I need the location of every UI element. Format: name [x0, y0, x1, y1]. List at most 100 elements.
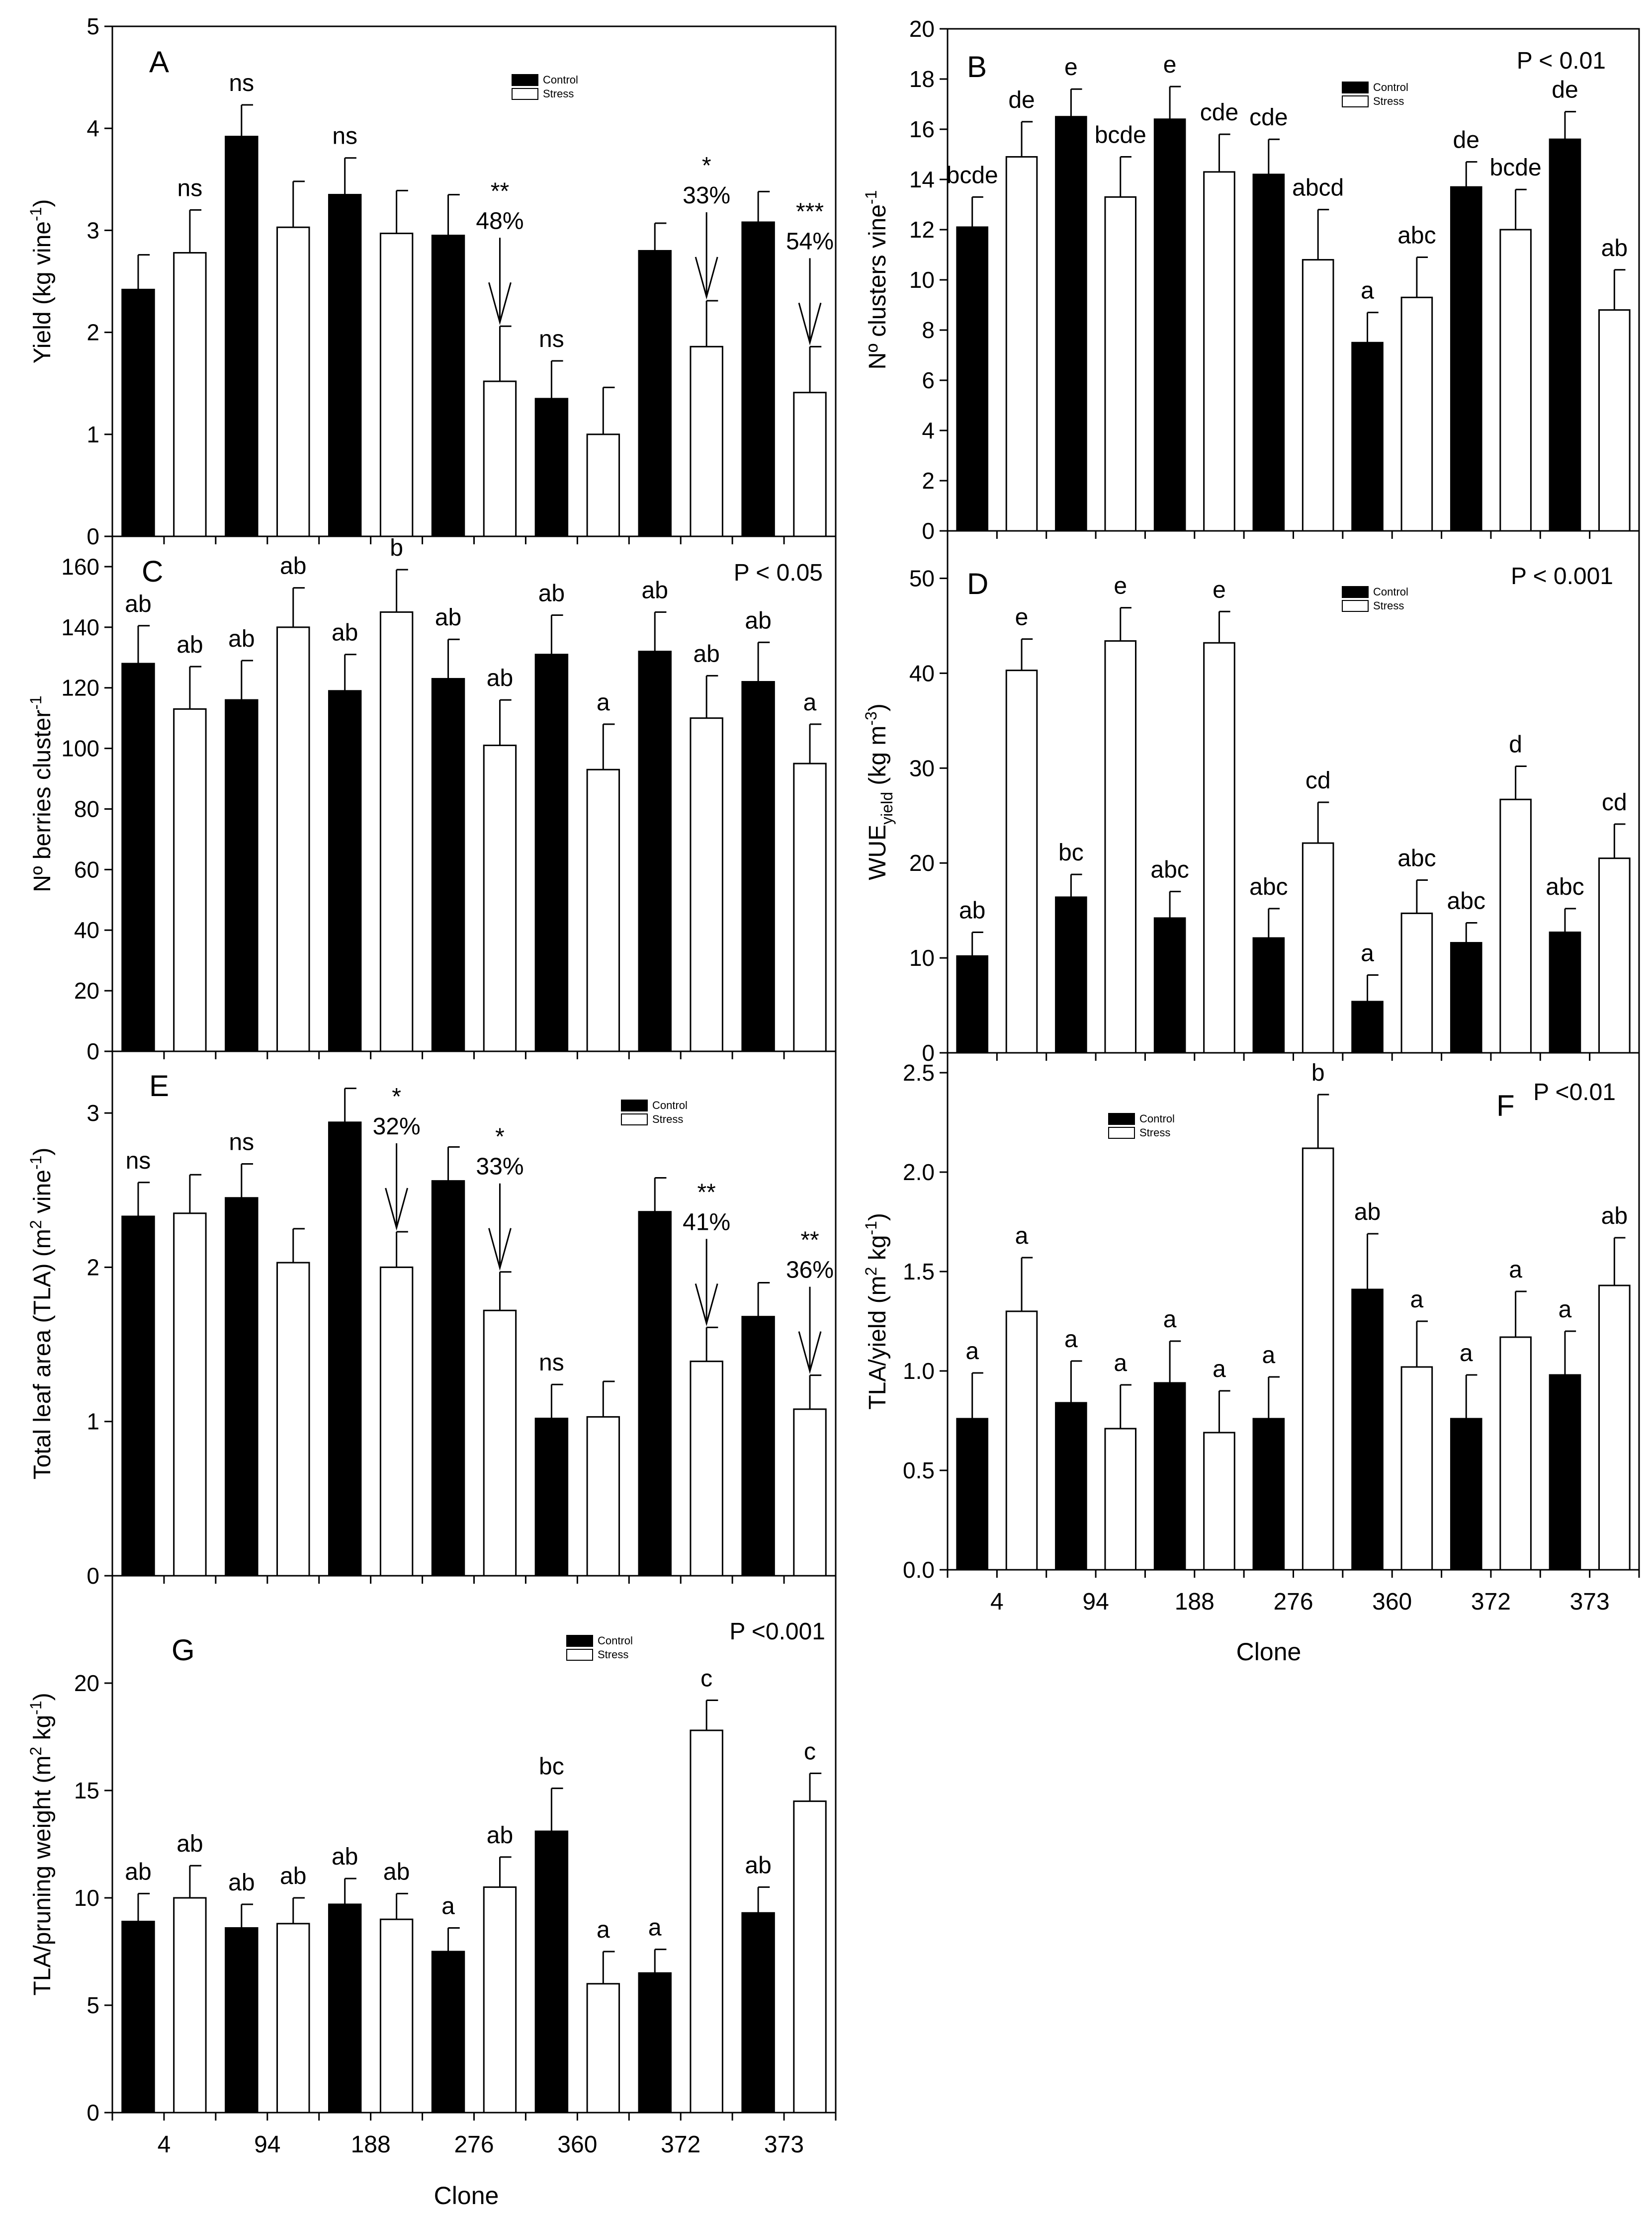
control-bar [1450, 186, 1482, 532]
x-tick-label: 276 [454, 2131, 494, 2158]
stress-bar [586, 768, 620, 1052]
control-bar [1549, 138, 1581, 532]
stress-bar [586, 1416, 620, 1577]
legend-swatch-control [1342, 586, 1369, 598]
stress-bar [379, 1266, 414, 1577]
y-axis-label: Nº berries cluster-1 [27, 695, 56, 892]
y-tick-label: 0 [922, 1040, 935, 1066]
control-bar [1153, 917, 1186, 1054]
stress-bar [586, 433, 620, 537]
stress-bar [483, 744, 517, 1052]
control-bar [121, 663, 155, 1052]
significance-label: ab [176, 1831, 203, 1857]
panel-c: 0 20 40 60 80 100 120 140 160 Nº berries cluster-… [27, 535, 837, 1064]
y-tick-label: 3 [87, 1100, 99, 1126]
control-bar [1055, 1402, 1087, 1571]
significance-label: a [1262, 1342, 1275, 1368]
x-tick-label: 372 [1471, 1589, 1511, 1615]
stress-bar [1203, 1432, 1235, 1571]
significance-label: a [1509, 1257, 1522, 1283]
reduction-arrow-head [385, 1188, 409, 1231]
x-axis-title-right: Clone [1236, 1638, 1302, 1666]
significance-label: ab [280, 553, 306, 580]
control-bar [1351, 1001, 1384, 1054]
p-value-label: P < 0.01 [1517, 48, 1606, 74]
control-bar [1252, 1418, 1285, 1571]
p-value-label: P <0.01 [1533, 1079, 1616, 1106]
x-tick-label: 360 [557, 2131, 597, 2158]
significance-label: e [1064, 54, 1078, 81]
significance-label: a [597, 689, 610, 716]
panel-letter: F [1496, 1089, 1515, 1122]
stress-bar [1302, 259, 1334, 532]
reduction-arrow-head [695, 256, 718, 300]
y-tick-label: 80 [74, 796, 99, 822]
significance-label: de [1552, 77, 1578, 103]
y-tick-label: 20 [74, 978, 99, 1004]
stress-bar [483, 380, 517, 537]
y-tick-label: 0.0 [903, 1557, 935, 1583]
y-tick-label: 0 [87, 2100, 99, 2126]
significance-label: ab [693, 641, 719, 667]
control-bar [225, 1927, 259, 2114]
legend-label-control: Control [652, 1099, 688, 1111]
y-tick-label: 3 [87, 217, 99, 243]
y-tick-label: 40 [909, 660, 935, 686]
significance-label: ns [332, 123, 357, 150]
significance-label: e [1015, 604, 1029, 631]
stress-bar [483, 1309, 517, 1577]
significance-label: ab [642, 577, 668, 603]
significance-label: c [804, 1738, 816, 1765]
reduction-label: 32% [373, 1113, 421, 1140]
control-bar [121, 1215, 155, 1577]
stress-bar [690, 1361, 723, 1577]
stress-bar [793, 1800, 827, 2114]
reduction-label: 48% [476, 208, 523, 234]
control-bar [431, 1180, 465, 1577]
stress-bar [1499, 229, 1532, 532]
reduction-arrow-head [695, 1283, 718, 1327]
stress-bar [1104, 1428, 1137, 1571]
control-bar [638, 1211, 672, 1577]
control-bar [638, 250, 672, 537]
legend-swatch-control [621, 1100, 648, 1111]
significance-label: b [1311, 1060, 1325, 1086]
significance-label: cd [1602, 789, 1627, 816]
y-tick-label: 8 [922, 317, 935, 343]
legend-label-stress: Stress [652, 1113, 683, 1125]
y-tick-label: 0 [87, 523, 99, 549]
significance-label: ab [745, 607, 771, 634]
significance-label: ab [745, 1852, 771, 1878]
y-axis-label: TLA/yield (m2 kg-1) [862, 1213, 891, 1410]
stress-bar [1400, 912, 1433, 1054]
control-bar [1351, 341, 1384, 532]
control-bar [225, 136, 259, 537]
significance-label: ab [487, 1822, 513, 1849]
y-axis-label: Total leaf area (TLA) (m2 vine-1) [27, 1148, 56, 1480]
significance-label: ns [126, 1148, 151, 1174]
control-bar [1549, 1374, 1581, 1571]
significance-label: a [1213, 1356, 1226, 1382]
stress-bar [1005, 670, 1038, 1054]
y-tick-label: 1.5 [903, 1259, 935, 1284]
stress-bar [793, 763, 827, 1052]
significance-label: abc [1546, 874, 1584, 900]
control-bar [431, 1951, 465, 2114]
stress-bar [586, 1983, 620, 2114]
y-tick-label: 120 [61, 675, 99, 701]
significance-label: bcde [947, 162, 998, 188]
control-bar [741, 221, 775, 537]
stress-bar [1598, 857, 1631, 1054]
panel-letter: D [967, 567, 988, 600]
significance-label: abc [1397, 223, 1436, 249]
significance-label: ab [280, 1863, 306, 1889]
stress-bar [793, 392, 827, 537]
control-bar [1055, 896, 1087, 1054]
y-tick-label: 10 [909, 267, 935, 293]
panel-letter: C [142, 555, 163, 588]
control-bar [956, 955, 988, 1054]
y-axis-label: Nº clusters vine-1 [862, 190, 891, 370]
stress-bar [1598, 309, 1631, 532]
significance-label: cde [1249, 104, 1288, 131]
legend-label-control: Control [1373, 81, 1408, 93]
